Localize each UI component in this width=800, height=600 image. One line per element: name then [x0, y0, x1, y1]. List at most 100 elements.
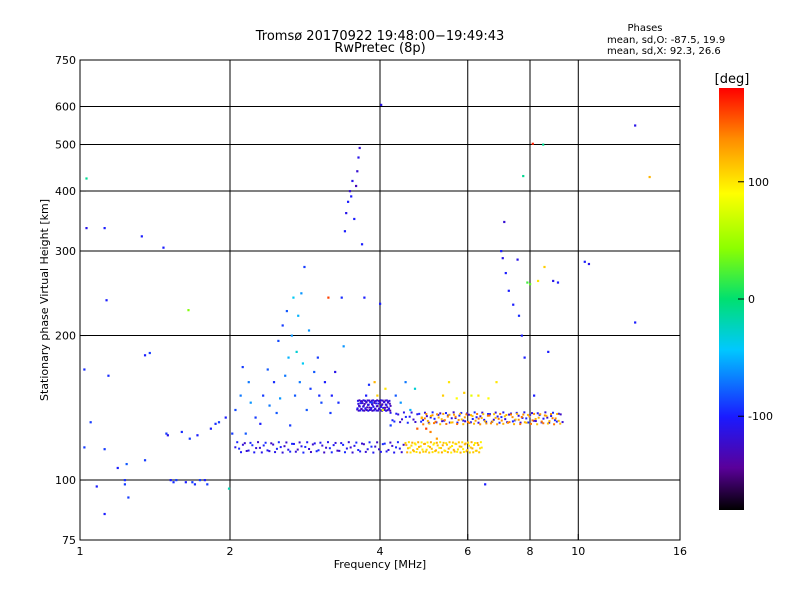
trace-point	[451, 441, 454, 444]
echo-point	[503, 220, 506, 224]
trace-point	[385, 409, 388, 412]
trace-point	[378, 400, 381, 403]
echo-point	[523, 356, 526, 359]
trace-point	[424, 450, 427, 453]
trace-point	[321, 444, 324, 447]
trace-point	[429, 414, 432, 417]
trace-point	[243, 442, 246, 445]
trace-point	[434, 420, 437, 423]
trace-point	[456, 421, 459, 424]
trace-point	[277, 441, 280, 444]
echo-point	[501, 257, 504, 260]
trace-point	[462, 448, 465, 451]
trace-point	[473, 411, 476, 414]
trace-point	[400, 451, 403, 454]
trace-point	[462, 450, 465, 453]
echo-point	[105, 299, 108, 302]
trace-point	[555, 420, 558, 423]
trace-point	[388, 402, 391, 405]
echo-point	[259, 422, 262, 425]
echo-point	[536, 279, 540, 283]
y-axis-label: Stationary phase Virtual Height [km]	[38, 199, 51, 401]
trace-point	[304, 445, 307, 448]
trace-point	[370, 407, 373, 410]
trace-point	[536, 423, 539, 426]
trace-point	[380, 399, 383, 402]
echo-point	[429, 430, 432, 434]
echo-point	[648, 175, 651, 179]
trace-point	[488, 414, 491, 417]
trace-point	[452, 448, 455, 451]
trace-point	[365, 401, 368, 404]
echo-point	[85, 227, 88, 230]
trace-point	[386, 406, 389, 409]
trace-point	[240, 451, 243, 454]
trace-point	[395, 412, 398, 415]
trace-point	[551, 417, 554, 420]
x-tick-label: 4	[377, 545, 384, 558]
trace-point	[357, 409, 360, 412]
trace-point	[463, 416, 466, 419]
echo-point	[404, 381, 407, 384]
echo-point	[353, 217, 356, 221]
trace-point	[361, 400, 364, 403]
echo-point	[89, 421, 92, 424]
trace-point	[418, 451, 421, 454]
trace-point	[433, 422, 436, 425]
trace-point	[492, 418, 495, 421]
trace-point	[465, 450, 468, 453]
echo-point	[329, 411, 332, 415]
x-tick-label: 1	[77, 545, 84, 558]
echo-point	[292, 296, 295, 299]
trace-point	[536, 412, 539, 415]
trace-point	[553, 419, 556, 422]
echo-point	[239, 394, 242, 397]
trace-point	[459, 412, 462, 415]
echo-point	[198, 479, 202, 482]
trace-point	[378, 408, 381, 411]
trace-point	[458, 414, 461, 417]
trace-point	[313, 442, 316, 445]
trace-point	[464, 420, 467, 423]
trace-point	[462, 419, 465, 422]
trace-point	[309, 451, 312, 454]
echo-point	[500, 250, 503, 253]
trace-point	[436, 413, 439, 416]
trace-point	[431, 414, 434, 417]
trace-point	[496, 415, 499, 418]
echo-point	[266, 368, 269, 371]
echo-point	[370, 401, 373, 404]
echo-point	[365, 394, 368, 397]
echo-point	[83, 446, 86, 449]
trace-point	[292, 442, 295, 445]
trace-point	[418, 412, 421, 415]
echo-point	[363, 296, 366, 299]
trace-point	[362, 404, 365, 407]
trace-point	[368, 408, 371, 411]
trace-point	[429, 441, 432, 444]
trace-point	[548, 420, 551, 423]
trace-point	[550, 415, 553, 418]
trace-point	[372, 409, 375, 412]
trace-point	[467, 413, 470, 416]
trace-point	[452, 411, 455, 414]
trace-point	[375, 402, 378, 405]
trace-point	[412, 418, 415, 421]
trace-point	[540, 420, 543, 423]
y-tick-label: 100	[55, 474, 76, 487]
trace-point	[375, 409, 378, 412]
trace-point	[414, 420, 417, 423]
trace-point	[361, 409, 364, 412]
echo-point	[234, 408, 237, 412]
trace-point	[542, 422, 545, 425]
echo-point	[327, 296, 330, 299]
trace-point	[272, 443, 275, 446]
trace-point	[383, 408, 386, 411]
trace-point	[406, 451, 409, 454]
x-tick-label: 2	[227, 545, 234, 558]
x-tick-label: 6	[464, 545, 471, 558]
trace-point	[516, 412, 519, 415]
trace-point	[262, 444, 265, 447]
trace-point	[465, 413, 468, 416]
trace-point	[374, 445, 377, 448]
